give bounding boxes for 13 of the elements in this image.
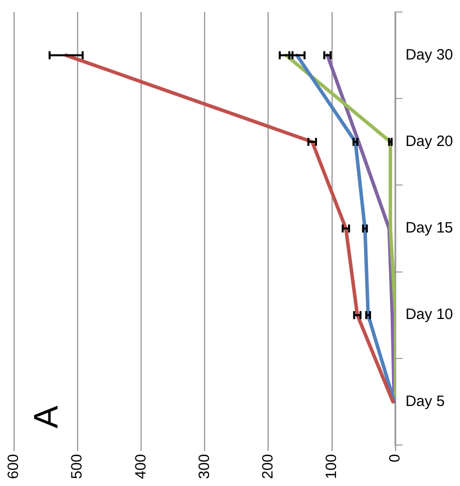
x-tick-label: 0: [386, 454, 404, 462]
y-tick-label: Day 15: [405, 220, 454, 237]
y-tick-label: Day 30: [405, 46, 454, 64]
x-tick-label: 500: [68, 454, 86, 480]
y-tick-label: Day 20: [405, 133, 454, 150]
x-tick-label: 600: [5, 454, 22, 480]
x-tick-label: 100: [323, 454, 340, 480]
annotation: A: [27, 405, 66, 428]
x-tick-label: 200: [259, 454, 276, 480]
x-tick-label: 400: [132, 454, 150, 480]
y-tick-label: Day 10: [405, 306, 454, 324]
x-tick-label: 300: [196, 454, 213, 480]
y-tick-label: Day 5: [405, 392, 445, 410]
